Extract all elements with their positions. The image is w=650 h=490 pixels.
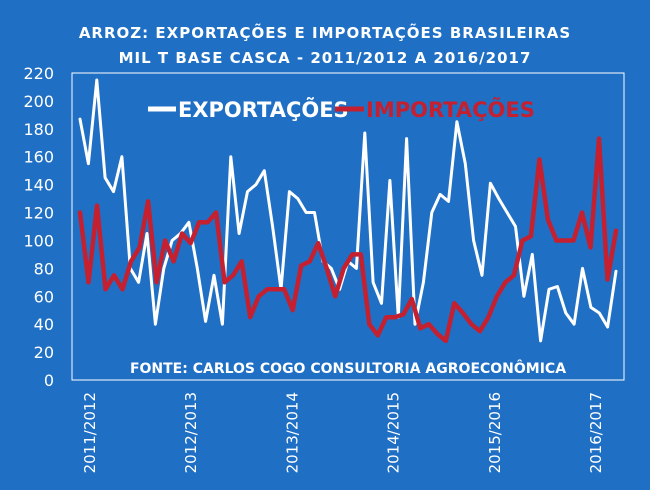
chart-subtitle: MIL T BASE CASCA - 2011/2012 A 2016/2017 <box>119 49 532 67</box>
source-note: FONTE: CARLOS COGO CONSULTORIA AGROECONÔ… <box>130 359 566 377</box>
y-axis: 0 20 40 60 80 100 120 140 160 180 200 220 <box>23 64 54 390</box>
plot-frame <box>71 72 625 381</box>
y-tick-label: 80 <box>34 259 54 278</box>
series-line-importacoes <box>77 136 619 344</box>
x-tick-label: 2014/2015 <box>385 392 403 473</box>
x-tick-label: 2012/2013 <box>182 392 200 473</box>
x-tick-label: 2015/2016 <box>486 392 504 473</box>
series-layer <box>77 78 619 344</box>
y-tick-label: 0 <box>44 371 54 390</box>
chart-title: ARROZ: EXPORTAÇÕES E IMPORTAÇÕES BRASILE… <box>79 23 571 42</box>
x-tick-label: 2016/2017 <box>587 392 605 473</box>
x-tick-label: 2013/2014 <box>283 392 301 473</box>
legend-label-exportacoes: EXPORTAÇÕES <box>178 97 349 122</box>
y-tick-label: 40 <box>34 315 54 334</box>
y-tick-label: 180 <box>23 120 54 139</box>
y-tick-label: 220 <box>23 64 54 83</box>
legend-label-importacoes: IMPORTAÇÕES <box>366 97 535 122</box>
y-tick-label: 20 <box>34 343 54 362</box>
y-tick-label: 140 <box>23 176 54 195</box>
legend: EXPORTAÇÕES IMPORTAÇÕES <box>148 97 535 122</box>
y-tick-label: 120 <box>23 204 54 223</box>
y-tick-label: 60 <box>34 287 54 306</box>
x-tick-label: 2011/2012 <box>81 392 99 473</box>
y-tick-label: 200 <box>23 92 54 111</box>
x-axis: 2011/2012 2012/2013 2013/2014 2014/2015 2015… <box>81 392 605 473</box>
y-tick-label: 100 <box>23 231 54 250</box>
y-tick-label: 160 <box>23 148 54 167</box>
